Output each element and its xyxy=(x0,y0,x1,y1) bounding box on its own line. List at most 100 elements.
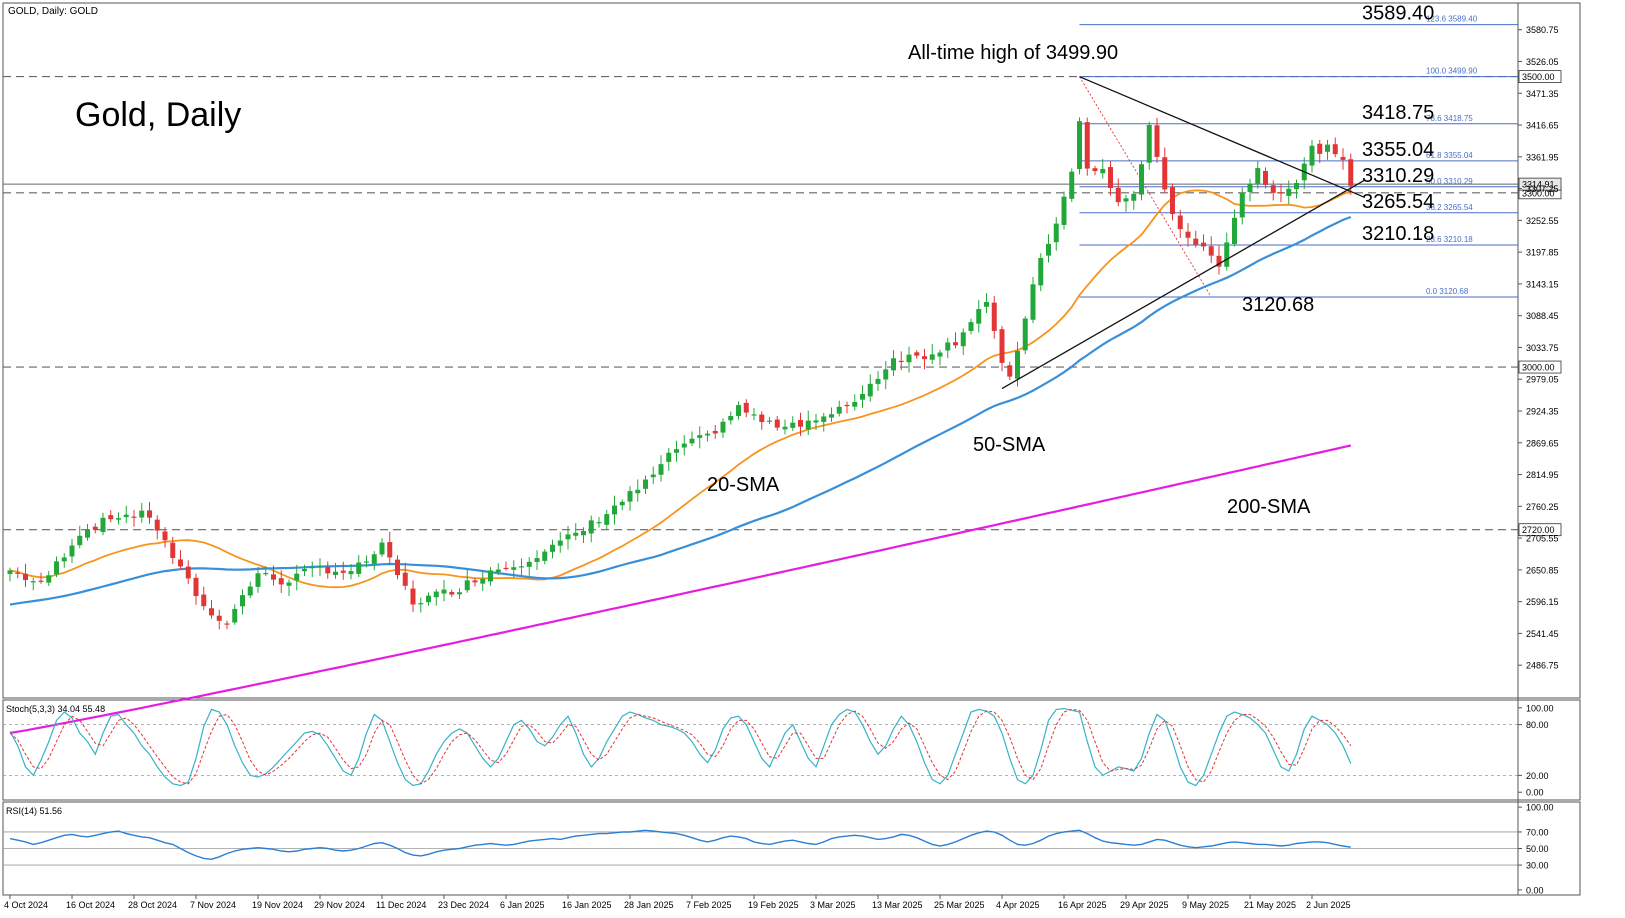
candle xyxy=(309,561,315,578)
candle xyxy=(712,425,718,439)
sma20-line xyxy=(9,189,1352,589)
candle xyxy=(728,411,734,425)
price-line-label: 3300.00 xyxy=(1522,188,1555,198)
stochastic-panel[interactable] xyxy=(2,699,1581,801)
fib-level-annotation: 3310.29 xyxy=(1362,165,1434,187)
rsi-y-tick-label: 0.00 xyxy=(1526,885,1544,895)
candle xyxy=(565,525,571,550)
candle xyxy=(123,505,129,524)
price-y-tick-label: 2596.15 xyxy=(1526,597,1559,607)
candle xyxy=(193,573,199,605)
candle xyxy=(302,564,307,576)
candle xyxy=(767,416,772,424)
candle xyxy=(1286,180,1292,204)
fib-level-annotation: 3418.75 xyxy=(1362,102,1434,124)
price-y-tick-label: 3471.35 xyxy=(1526,89,1559,99)
x-tick-label: 7 Feb 2025 xyxy=(686,900,732,910)
price-y-tick-label: 2979.05 xyxy=(1526,375,1559,385)
candle xyxy=(61,553,67,568)
x-tick-label: 29 Apr 2025 xyxy=(1120,900,1169,910)
candle xyxy=(162,527,168,548)
candle xyxy=(1278,184,1284,203)
candle xyxy=(805,410,811,435)
candle xyxy=(1030,276,1036,324)
candle xyxy=(333,562,338,579)
moving-averages xyxy=(9,189,1352,735)
candle xyxy=(1069,168,1075,203)
candle xyxy=(1340,148,1346,170)
price-panel[interactable] xyxy=(2,2,1581,699)
candle xyxy=(232,604,238,625)
candle xyxy=(263,566,269,577)
candle xyxy=(1077,117,1082,175)
candle xyxy=(1061,191,1067,230)
price-y-tick-label: 3197.85 xyxy=(1526,248,1559,258)
fib-ratio-label: 50.0 3310.29 xyxy=(1426,177,1473,186)
candle xyxy=(1193,230,1199,248)
candle xyxy=(1022,316,1028,355)
candle xyxy=(906,346,912,373)
candle xyxy=(557,532,563,553)
candle xyxy=(813,413,819,430)
candle xyxy=(1139,161,1144,201)
price-y-tick-label: 3088.45 xyxy=(1526,311,1559,321)
chart-title: Gold, Daily xyxy=(75,96,241,134)
candle xyxy=(108,510,114,523)
candle xyxy=(1038,253,1044,292)
candle xyxy=(937,349,943,366)
candle xyxy=(371,551,377,571)
x-tick-label: 16 Jan 2025 xyxy=(562,900,612,910)
candle xyxy=(689,431,695,447)
candle xyxy=(573,523,579,540)
price-y-tick-label: 2650.85 xyxy=(1526,565,1559,575)
candle xyxy=(860,385,865,408)
candle xyxy=(643,475,648,494)
candle xyxy=(1053,217,1059,251)
candle xyxy=(472,577,478,587)
candle xyxy=(852,394,858,411)
candle xyxy=(1294,179,1299,199)
sma200-line xyxy=(9,444,1352,735)
price-y-tick-label: 3580.75 xyxy=(1526,25,1559,35)
candle xyxy=(402,562,408,591)
candle xyxy=(681,435,687,456)
candle xyxy=(891,350,896,376)
price-line-label: 3000.00 xyxy=(1522,363,1555,373)
candle xyxy=(945,337,951,359)
candle xyxy=(968,318,974,335)
candle xyxy=(984,293,989,313)
candle xyxy=(658,455,664,482)
x-tick-label: 9 May 2025 xyxy=(1182,900,1229,910)
candle xyxy=(1309,140,1315,173)
ath-annotation: All-time high of 3499.90 xyxy=(908,42,1118,64)
candle xyxy=(271,565,276,586)
symbol-label: GOLD, Daily: GOLD xyxy=(8,6,98,17)
candle xyxy=(751,408,757,421)
candle xyxy=(519,558,524,577)
candle xyxy=(705,430,710,442)
candle xyxy=(782,419,788,435)
candle xyxy=(154,515,160,540)
rsi-title: RSI(14) 51.56 xyxy=(6,806,62,816)
price-line-label: 2720.00 xyxy=(1522,525,1555,535)
candle xyxy=(829,407,834,422)
candle xyxy=(581,527,586,544)
stoch-y-tick-label: 0.00 xyxy=(1526,788,1544,798)
candle xyxy=(627,486,633,511)
rsi-y-tick-label: 70.00 xyxy=(1526,827,1549,837)
candle xyxy=(294,564,300,591)
rsi-y-tick-label: 30.00 xyxy=(1526,861,1549,871)
candle xyxy=(1239,187,1245,225)
fib-ratio-label: 38.2 3265.54 xyxy=(1426,203,1473,212)
candle xyxy=(960,328,966,356)
candle xyxy=(1263,167,1268,189)
price-y-tick-label: 2924.35 xyxy=(1526,406,1559,416)
candle xyxy=(100,512,106,536)
price-y-tick-label: 3252.55 xyxy=(1526,216,1559,226)
stoch-y-tick-label: 80.00 xyxy=(1526,720,1549,730)
candle xyxy=(836,400,842,417)
price-y-tick-label: 2814.95 xyxy=(1526,470,1559,480)
candle xyxy=(23,563,28,588)
candle xyxy=(976,299,982,333)
